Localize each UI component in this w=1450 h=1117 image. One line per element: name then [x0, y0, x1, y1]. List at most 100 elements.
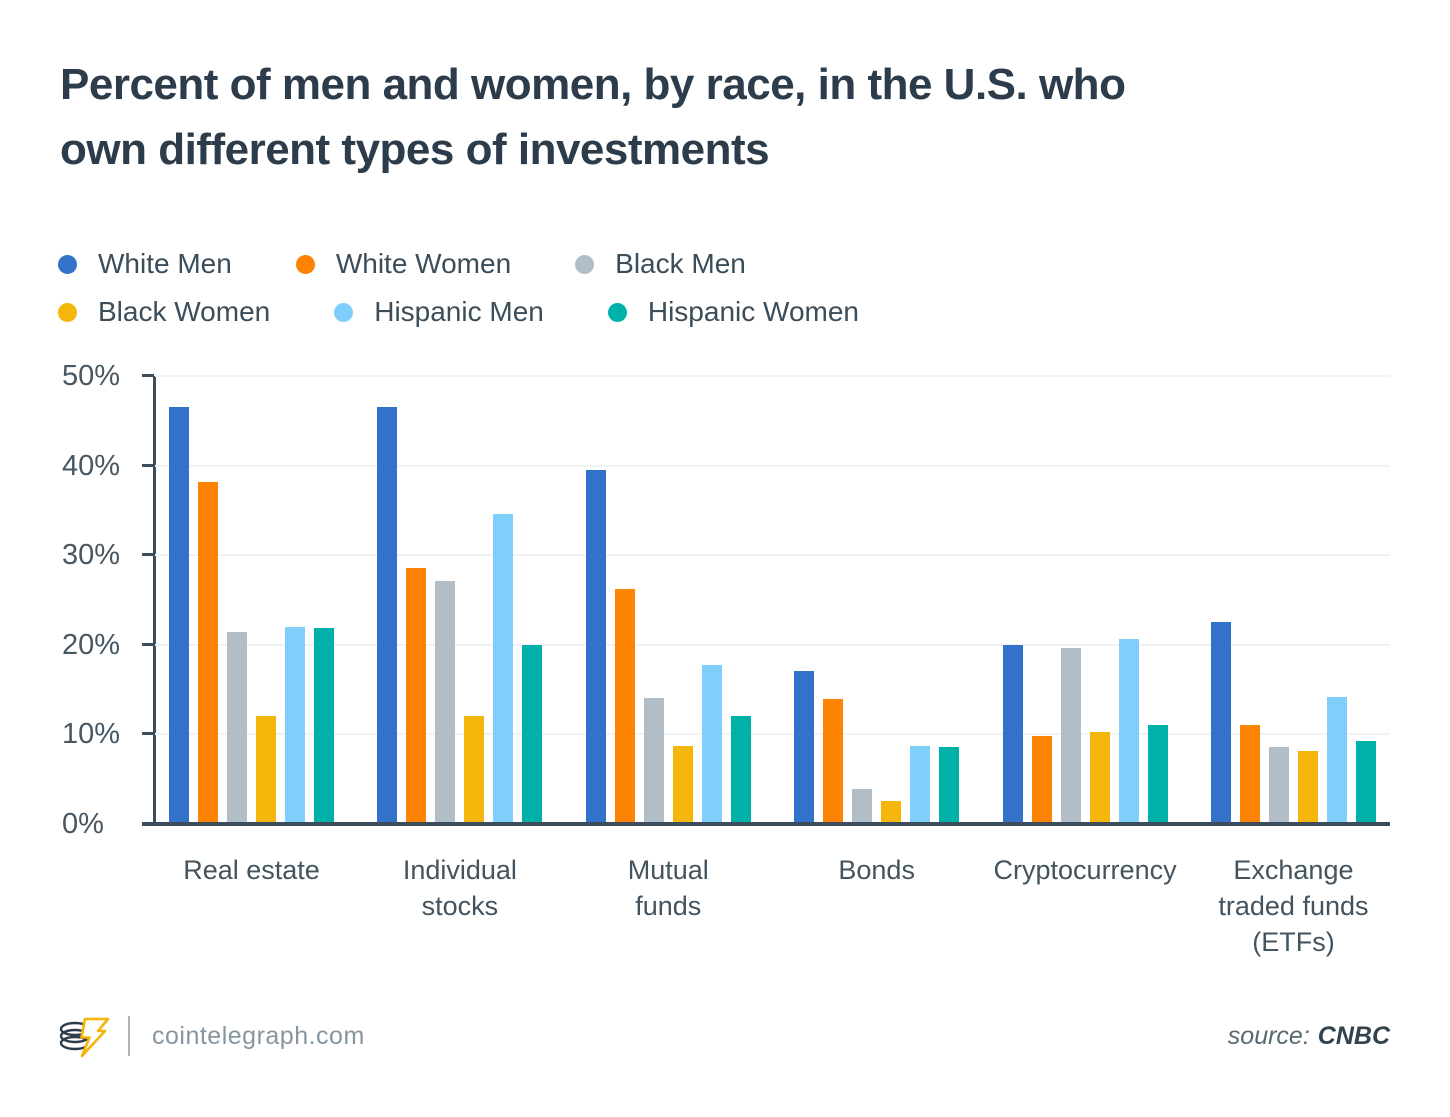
source-label: source:	[1227, 1021, 1310, 1050]
cointelegraph-logo-icon	[59, 1017, 110, 1058]
bar-black-men	[1268, 746, 1289, 824]
y-axis-line	[153, 376, 156, 824]
x-label-cell: Mutual funds	[586, 852, 751, 960]
x-labels: Real estate Individual stocks Mutual funds…	[155, 852, 1390, 960]
legend-label-white-men: White Men	[98, 248, 232, 279]
bar-hispanic-women	[730, 716, 751, 824]
source-credit: source: CNBC	[1228, 1022, 1390, 1051]
bar-black-women	[464, 716, 485, 824]
legend-dot-hispanic-men	[334, 302, 354, 322]
bar-black-women	[1297, 750, 1318, 824]
y-axis-tick-20%	[142, 642, 154, 646]
chart-title: Percent of men and women, by race, in th…	[60, 52, 1340, 182]
bar-white-men	[1210, 622, 1231, 824]
legend-item-white-men: White Men	[58, 248, 232, 280]
bar-hispanic-women	[1147, 725, 1168, 824]
y-axis-tick-40%	[142, 463, 154, 467]
gridline-20%	[155, 643, 1390, 646]
x-label-exchange: Exchange traded funds (ETFs)	[1218, 855, 1369, 957]
chart: 0% 10% 20% 30% 40% 50%	[62, 361, 1390, 839]
bar-hispanic-men	[493, 513, 514, 824]
footer: cointelegraph.com source: CNBC	[58, 1005, 1390, 1067]
x-label-cell: Bonds	[794, 852, 959, 960]
y-tick-label-40%: 40%	[62, 449, 121, 482]
y-axis-tick-10%	[142, 732, 154, 736]
bar-white-men	[1002, 644, 1023, 824]
legend-row-1: White Men White Women Black Men	[58, 240, 859, 288]
x-label-cell: Exchange traded funds (ETFs)	[1211, 852, 1376, 960]
bar-black-men	[435, 581, 456, 824]
legend-dot-white-men	[58, 254, 77, 274]
legend-label-black-women: Black Women	[98, 296, 271, 327]
legend: White Men White Women Black Men Black Women…	[58, 240, 859, 336]
bar-black-women	[672, 746, 693, 824]
bar-white-men	[169, 407, 189, 824]
legend-dot-black-men	[575, 254, 595, 274]
footer-branding: cointelegraph.com	[58, 1010, 365, 1062]
chart-title-line1: Percent of men and women, by race, in th…	[60, 60, 1126, 109]
bar-hispanic-men	[285, 626, 305, 824]
bar-black-women	[881, 800, 902, 824]
chart-title-line2: own different types of investments	[60, 125, 770, 174]
y-tick-label-20%: 20%	[62, 628, 121, 661]
bar-hispanic-women	[314, 627, 334, 824]
bar-white-men	[377, 407, 398, 824]
x-label-cell: Real estate	[169, 852, 334, 960]
x-label-cell: Cryptocurrency	[994, 852, 1177, 960]
legend-dot-white-women	[295, 254, 315, 274]
legend-label-white-women: White Women	[335, 248, 512, 279]
source-value: CNBC	[1317, 1021, 1390, 1050]
gridline-10%	[155, 733, 1390, 736]
bar-white-men	[794, 670, 815, 824]
x-axis-line	[142, 822, 1390, 826]
bar-group-real-estate	[169, 376, 334, 824]
bar-groups	[155, 376, 1390, 824]
legend-label-hispanic-women: Hispanic Women	[647, 296, 859, 327]
legend-row-2: Black Women Hispanic Men Hispanic Women	[58, 288, 859, 336]
y-tick-label-30%: 30%	[62, 539, 121, 572]
gridline-50%	[155, 375, 1390, 377]
legend-item-white-women: White Women	[295, 248, 512, 280]
legend-label-black-men: Black Men	[615, 248, 746, 279]
gridline-30%	[155, 554, 1390, 557]
legend-item-hispanic-women: Hispanic Women	[607, 296, 859, 328]
bar-group-bonds	[794, 376, 960, 824]
footer-divider	[128, 1016, 130, 1056]
x-label-individual: Individual stocks	[402, 855, 517, 921]
bar-white-women	[1239, 725, 1260, 824]
y-axis-tick-0%	[142, 822, 154, 825]
bar-hispanic-men	[910, 746, 931, 824]
bar-black-men	[852, 789, 873, 824]
bar-black-men	[227, 632, 247, 824]
bar-hispanic-men	[1118, 639, 1139, 824]
bar-hispanic-men	[701, 664, 722, 824]
bar-white-women	[406, 567, 427, 824]
legend-label-hispanic-men: Hispanic Men	[374, 296, 544, 327]
y-tick-label-0%: 0%	[62, 808, 104, 840]
bar-hispanic-women	[939, 746, 960, 824]
legend-item-hispanic-men: Hispanic Men	[334, 296, 544, 328]
x-label-cryptocurrency: Cryptocurrency	[993, 855, 1177, 885]
legend-dot-black-women	[58, 302, 77, 322]
footer-site-url: cointelegraph.com	[152, 1021, 365, 1050]
bar-black-women	[1089, 731, 1110, 824]
bar-white-women	[614, 589, 635, 824]
bar-white-men	[585, 470, 606, 824]
bar-white-women	[198, 481, 218, 824]
bar-group-individual	[377, 376, 543, 824]
x-label-bonds: Bonds	[838, 855, 915, 885]
bar-group-cryptocurrency	[1002, 376, 1168, 824]
lightning-bolt-icon	[80, 1017, 110, 1058]
bar-white-women	[1031, 736, 1052, 824]
legend-dot-hispanic-women	[607, 302, 627, 322]
gridline-40%	[155, 464, 1390, 467]
bar-group-mutual	[585, 376, 751, 824]
bar-hispanic-women	[522, 644, 543, 824]
bar-hispanic-women	[1355, 740, 1376, 824]
bar-hispanic-men	[1326, 696, 1347, 824]
bar-black-men	[643, 697, 664, 824]
bar-black-women	[256, 716, 276, 824]
legend-item-black-women: Black Women	[58, 296, 270, 328]
y-axis-tick-30%	[142, 553, 154, 557]
